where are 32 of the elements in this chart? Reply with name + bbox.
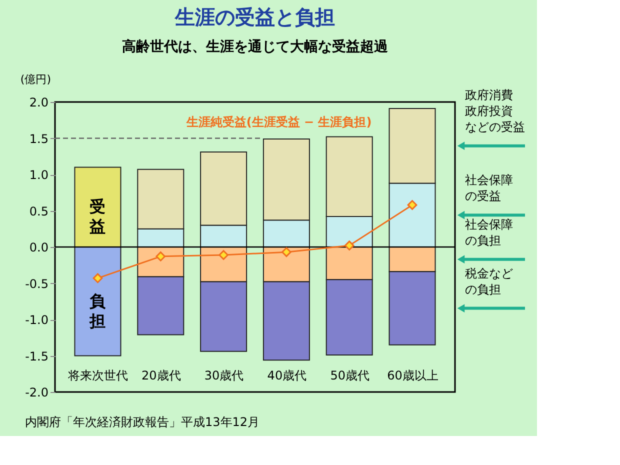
- x-tick-label: 60歳以上: [387, 368, 438, 382]
- x-tick-label: 30歳代: [204, 368, 244, 382]
- x-tick-label: 50歳代: [330, 368, 370, 382]
- text: 内閣府「年次経済財政報告」平成13年12月: [25, 415, 260, 429]
- y-tick-label: -1.0: [25, 313, 48, 327]
- text: 社会保障の受益: [465, 173, 513, 204]
- point: [156, 251, 166, 262]
- point: [282, 247, 292, 258]
- y-tick-label: 2.0: [29, 96, 48, 110]
- x-tick-label: 40歳代: [267, 368, 307, 382]
- point: [344, 240, 354, 250]
- y-tick-label: 1.5: [29, 132, 48, 146]
- y-tick-label: 0.0: [29, 240, 48, 254]
- point: [407, 200, 418, 210]
- x-tick-label: 20歳代: [142, 368, 181, 382]
- chart-subtitle: 高齢世代は、生涯を通じて大幅な受益超過: [122, 38, 389, 55]
- y-tick-label: 0.5: [29, 204, 48, 218]
- point: [92, 273, 103, 284]
- y-tick-label: 1.0: [29, 168, 48, 182]
- y-tick-label: -0.5: [25, 276, 48, 291]
- y-tick-label: -2.0: [25, 386, 48, 400]
- series-label: 負担: [88, 291, 107, 330]
- point: [218, 250, 228, 260]
- text: 社会保障の負担: [465, 217, 513, 248]
- series-label: 受益: [88, 197, 106, 236]
- text: 政府消費政府投資などの受益: [465, 88, 525, 134]
- x-tick-label: 将来次世代: [67, 368, 128, 382]
- chart-title: 生涯の受益と負担: [174, 5, 335, 29]
- text: 生涯純受益(生涯受益 − 生涯負担): [185, 115, 372, 129]
- y-tick-label: -1.5: [25, 349, 48, 364]
- text: 税金などの負担: [465, 266, 513, 296]
- y-axis-title: (億円): [20, 73, 51, 86]
